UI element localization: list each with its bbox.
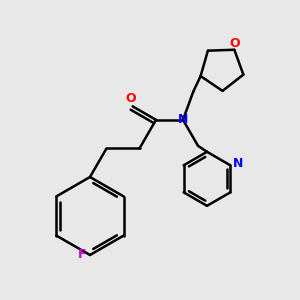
Text: O: O bbox=[126, 92, 136, 105]
Text: N: N bbox=[233, 157, 243, 170]
Text: F: F bbox=[78, 248, 87, 262]
Text: N: N bbox=[178, 113, 188, 126]
Text: O: O bbox=[229, 37, 240, 50]
